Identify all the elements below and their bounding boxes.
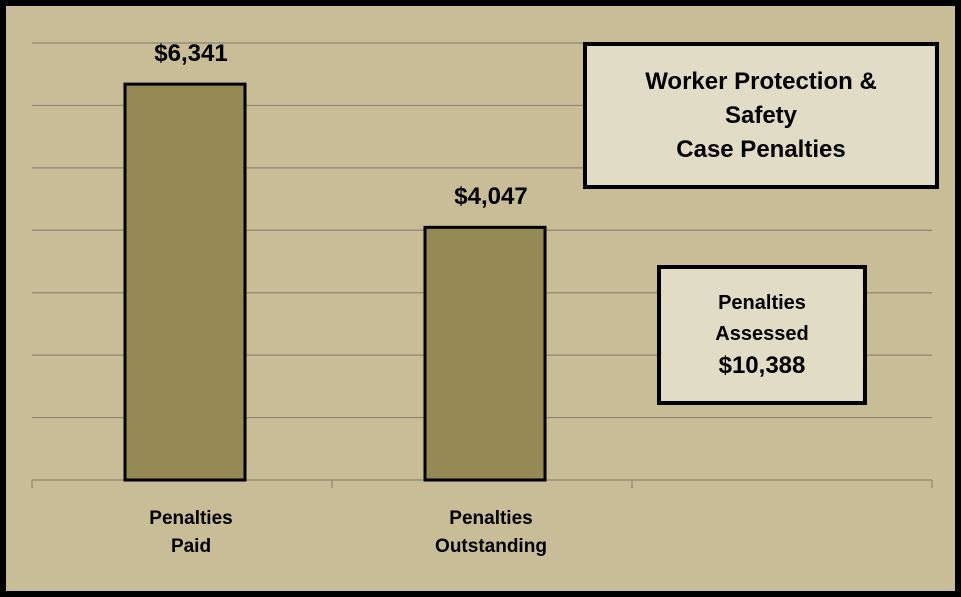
annotation-label: Penalties Assessed <box>715 292 809 345</box>
annotation-value: $10,388 <box>718 352 806 379</box>
bar <box>423 225 547 482</box>
title-box: Worker Protection & Safety Case Penaltie… <box>583 42 939 189</box>
x-tick-label: Penalties Outstanding <box>435 508 547 557</box>
annotation-box: Penalties Assessed $10,388 <box>657 265 867 405</box>
x-tick-label: Penalties Paid <box>149 508 233 557</box>
value-label: $6,341 <box>154 40 228 68</box>
bar <box>123 82 247 482</box>
value-label: $4,047 <box>454 183 528 211</box>
chart-title: Worker Protection & Safety Case Penaltie… <box>645 67 877 163</box>
plot-area <box>31 42 933 488</box>
